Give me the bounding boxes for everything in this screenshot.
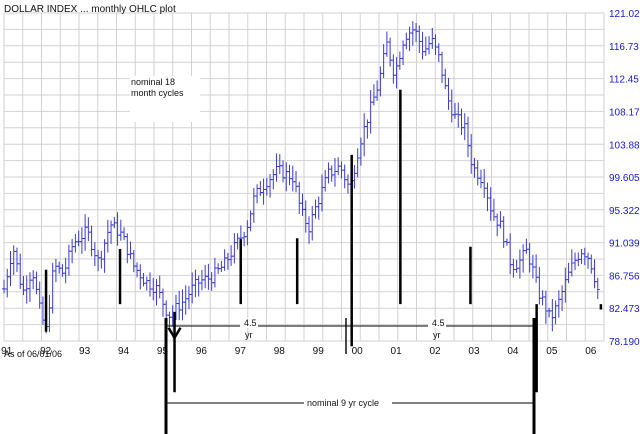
x-tick-label: 95 [157, 346, 169, 357]
chart-title: DOLLAR INDEX ... monthly OHLC plot [4, 4, 176, 15]
cycles-label-wrap: nominal 18 month cycles [131, 77, 184, 98]
cycle-span-brackets [164, 318, 536, 434]
y-tick-label: 112.45 [609, 75, 639, 86]
x-tick-label: 94 [118, 346, 130, 357]
x-tick-label: 03 [468, 346, 480, 357]
x-tick-label: 02 [429, 346, 441, 357]
y-tick-label: 91.039 [609, 239, 640, 250]
half-cycle-right-unit: yr [433, 330, 441, 340]
x-tick-label: 97 [235, 346, 247, 357]
x-tick-label: 92 [40, 346, 52, 357]
y-tick-label: 103.88 [609, 140, 640, 151]
y-axis-ticks: 121.02 116.73 112.45 108.17 103.88 99.605 95.3… [609, 9, 640, 348]
half-cycle-right-value: 4.5 [432, 318, 445, 328]
x-tick-label: 93 [79, 346, 91, 357]
x-axis-ticks: 91 92 93 94 95 96 97 98 99 00 01 02 03 04 05 06 [1, 346, 597, 357]
x-tick-label: 06 [585, 346, 597, 357]
half-cycle-left-value: 4.5 [244, 318, 257, 328]
x-tick-label: 98 [274, 346, 286, 357]
y-tick-label: 121.02 [609, 9, 640, 20]
cycle-marker-notch [167, 327, 182, 341]
half-right-bg [428, 318, 446, 328]
y-tick-label: 108.17 [609, 107, 640, 118]
nine-year-bg [304, 397, 392, 408]
y-tick-label: 95.322 [609, 206, 640, 217]
grid [3, 12, 605, 342]
cycles-label-box [130, 76, 200, 122]
half-cycle-left-unit: yr [245, 330, 253, 340]
x-tick-label: 91 [1, 346, 13, 357]
x-tick-label: 05 [546, 346, 558, 357]
x-tick-label: 04 [507, 346, 519, 357]
x-tick-label: 96 [196, 346, 208, 357]
y-tick-label: 99.605 [609, 173, 640, 184]
nine-year-cycle-label: nominal 9 yr cycle [307, 398, 379, 408]
cycles-label: nominal 18 month cycles [131, 77, 184, 98]
cycle-markers [44, 89, 603, 393]
y-tick-label: 78.190 [609, 337, 640, 348]
y-tick-label: 82.473 [609, 304, 640, 315]
x-tick-label: 01 [391, 346, 403, 357]
x-tick-label: 99 [313, 346, 325, 357]
x-tick-label: 00 [352, 346, 364, 357]
ohlc-bars [2, 21, 600, 334]
half-left-bg [240, 318, 258, 328]
y-tick-label: 116.73 [609, 42, 639, 53]
as-of-label: As of 06/01/06 [4, 349, 62, 359]
y-tick-label: 86.756 [609, 271, 640, 282]
